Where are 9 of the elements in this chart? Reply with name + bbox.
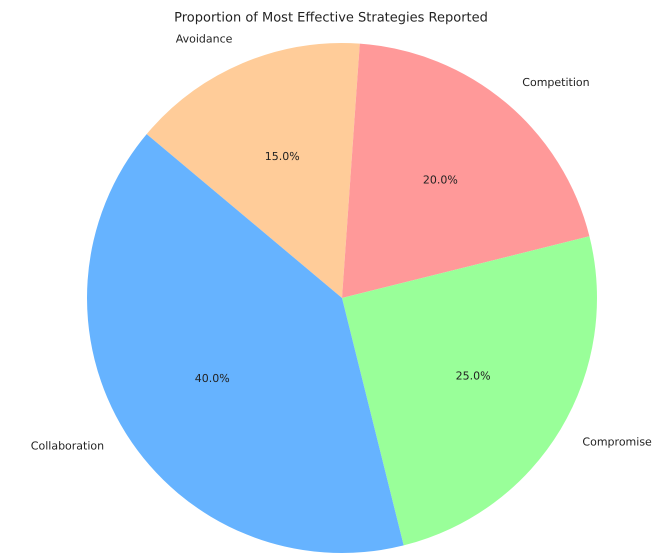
chart-title: Proportion of Most Effective Strategies Reported [174,10,488,26]
slice-label: Avoidance [176,32,233,46]
data-label: 15.0% [264,150,300,164]
slice-label: Competition [522,76,590,89]
slice-label: Collaboration [30,440,104,452]
data-label: 20.0% [422,174,458,187]
data-label: 25.0% [456,370,491,383]
data-label: 40.0% [194,372,230,385]
slice-label: Compromise [582,435,652,448]
